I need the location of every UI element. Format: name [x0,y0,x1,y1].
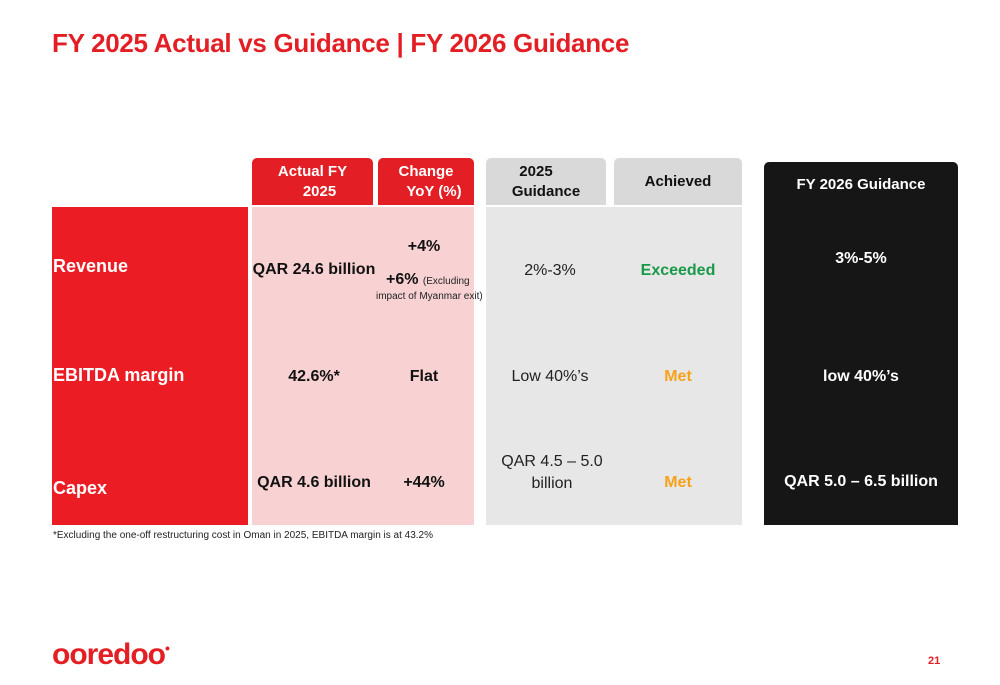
revenue-change-main: +4% [407,238,441,255]
header-change-line2: YoY (%) [406,182,462,200]
header-guidance-line1: 2025 [519,162,553,180]
revenue-actual: QAR 24.6 billion [252,261,376,278]
page-title: FY 2025 Actual vs Guidance | FY 2026 Gui… [52,28,630,58]
header-change-yoy: Change YoY (%) [378,158,474,205]
header-actual-line1: Actual FY [277,162,348,180]
capex-guidance: QAR 4.5 – 5.0 billion [486,451,618,495]
logo-text: ooredoo [52,638,166,671]
ebitda-change: Flat [409,368,439,385]
revenue-change-adjusted-note-2: impact of Myanmar exit) [376,291,483,302]
label-column [52,207,248,525]
ooredoo-logo: ooredoo• [52,638,170,672]
revenue-change-adjusted-value: +6% [386,271,419,288]
header-guidance-line2: Guidance [511,182,581,200]
row-label-revenue: Revenue [53,256,129,276]
row-label-capex: Capex [53,478,108,498]
revenue-achieved: Exceeded [640,262,716,279]
ebitda-achieved: Met [664,368,692,385]
logo-dot-icon: • [165,640,170,656]
revenue-change-adjusted: +6% (Excluding [386,271,470,289]
header-actual-fy2025: Actual FY 2025 [252,158,373,205]
revenue-fy2026: 3%-5% [835,250,887,267]
actual-change-column [252,207,474,525]
capex-fy2026: QAR 5.0 – 6.5 billion [784,473,938,490]
revenue-guidance: 2%-3% [524,262,576,279]
revenue-change-adjusted-note: (Excluding [422,276,470,287]
ebitda-guidance: Low 40%’s [511,368,589,385]
header-fy2026-guidance: FY 2026 Guidance [764,162,958,208]
ebitda-fy2026: low 40%’s [823,368,899,385]
fy2026-column [764,207,958,525]
header-2025-guidance: 2025 Guidance [486,158,606,205]
footnote: *Excluding the one-off restructuring cos… [53,530,434,541]
header-actual-line2: 2025 [302,182,337,200]
capex-change: +44% [403,474,445,491]
capex-achieved: Met [664,474,692,491]
ebitda-actual: 42.6%* [288,368,340,385]
capex-guidance-line1: QAR 4.5 – 5.0 [501,453,603,470]
guidance-achieved-column [486,207,742,525]
capex-guidance-line2: billion [531,475,573,492]
header-change-line1: Change [398,162,454,180]
row-label-ebitda-margin: EBITDA margin [53,365,185,385]
page-number: 21 [928,655,941,667]
capex-actual: QAR 4.6 billion [257,474,371,491]
header-achieved: Achieved [614,158,742,205]
